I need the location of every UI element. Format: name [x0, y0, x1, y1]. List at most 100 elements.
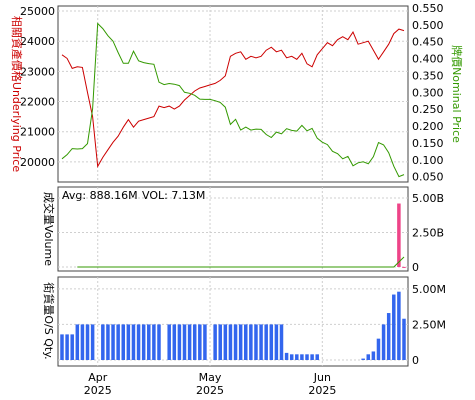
outstanding-bar: [213, 324, 217, 360]
volume-tick-label: 5.00B: [412, 192, 444, 205]
outstanding-bar: [121, 324, 126, 360]
outstanding-bar: [136, 324, 141, 360]
x-month-label: May: [199, 371, 222, 384]
outstanding-bar: [279, 324, 284, 360]
outstanding-bar: [182, 324, 187, 360]
outstanding-bar: [203, 324, 207, 360]
right-tick-label: 0.500: [412, 19, 444, 32]
outstanding-bar: [300, 354, 304, 360]
outstanding-tick-label: 5.00M: [412, 283, 446, 296]
outstanding-bar: [157, 324, 161, 360]
right-tick-label: 0.350: [412, 69, 444, 82]
volume-bar: [402, 266, 406, 268]
outstanding-bar: [218, 324, 222, 360]
outstanding-bar: [361, 358, 365, 360]
left-tick-label: 20000: [20, 156, 55, 169]
outstanding-bar: [381, 324, 386, 360]
outstanding-bar: [75, 324, 80, 360]
right-axis-title: 牌價Nominal Price: [450, 45, 464, 143]
right-tick-label: 0.450: [412, 36, 444, 49]
outstanding-bar: [249, 324, 253, 360]
outstanding-bar: [116, 324, 120, 360]
outstanding-grid: [58, 277, 408, 366]
price-grid: [58, 6, 408, 182]
outstanding-bar: [131, 324, 136, 360]
underlying-price-line: [61, 28, 405, 169]
right-tick-label: 0.200: [412, 120, 444, 133]
outstanding-bar: [233, 324, 238, 360]
left-tick-label: 24000: [20, 35, 55, 48]
outstanding-panel-frame: [57, 276, 409, 367]
outstanding-bar: [126, 324, 131, 360]
outstanding-bar: [238, 324, 243, 360]
left-tick-label: 21000: [20, 126, 55, 139]
x-year-label: 2025: [308, 384, 336, 397]
outstanding-bar: [228, 324, 233, 360]
right-tick-label: 0.050: [412, 171, 444, 184]
outstanding-bar: [177, 324, 182, 360]
outstanding-bar: [392, 294, 396, 360]
outstanding-bar: [376, 338, 381, 360]
left-tick-label: 23000: [20, 65, 55, 78]
outstanding-axis-title: 街貨量O/S Qty.: [42, 282, 56, 359]
outstanding-bar: [65, 334, 69, 360]
outstanding-bar: [386, 313, 391, 360]
volume-average-label: Avg: 888.16M: [62, 189, 138, 202]
outstanding-bar: [106, 324, 110, 360]
volume-bars: [397, 203, 406, 268]
volume-average-polyline: [77, 256, 405, 268]
outstanding-bars: [60, 291, 406, 360]
volume-panel-frame: [57, 186, 409, 272]
outstanding-bar: [274, 324, 279, 360]
right-tick-label: 0.300: [412, 86, 444, 99]
volume-tick-label: 0: [412, 261, 419, 274]
outstanding-tick-label: 0: [412, 354, 419, 367]
outstanding-bar: [167, 324, 171, 360]
outstanding-bar: [147, 324, 151, 360]
outstanding-tick-label: 2.50M: [412, 318, 446, 331]
volume-axis-ticks: 5.00B 2.50B 0: [412, 192, 444, 274]
outstanding-axis-ticks: 5.00M 2.50M 0: [412, 283, 446, 367]
outstanding-bar: [80, 324, 85, 360]
outstanding-bar: [269, 324, 274, 360]
outstanding-bar: [198, 324, 202, 360]
outstanding-bar: [366, 354, 371, 360]
outstanding-bar: [254, 324, 258, 360]
left-axis-title: 相關資產價格Underlying Price: [10, 16, 24, 172]
outstanding-bar: [85, 324, 90, 360]
outstanding-bar: [402, 318, 406, 360]
outstanding-bar: [295, 354, 299, 360]
outstanding-bar: [172, 324, 177, 360]
outstanding-bar: [264, 324, 268, 360]
right-tick-label: 0.150: [412, 137, 444, 150]
outstanding-bar: [244, 324, 248, 360]
right-tick-label: 0.250: [412, 103, 444, 116]
volume-current-label: VOL: 7.13M: [142, 189, 205, 202]
outstanding-bar: [101, 324, 105, 360]
outstanding-bar: [192, 324, 197, 360]
right-axis-ticks: 0.050 0.100 0.150 0.200 0.250 0.300 0.350 0.400…: [412, 2, 444, 184]
outstanding-bar: [187, 324, 192, 360]
outstanding-bar: [60, 334, 64, 360]
left-axis-ticks: 20000 21000 22000 23000 24000 25000: [20, 5, 55, 169]
outstanding-bar: [371, 351, 376, 360]
outstanding-bar: [305, 354, 309, 360]
outstanding-bar: [111, 324, 115, 360]
nominal-price-line: [61, 22, 405, 178]
outstanding-bar: [289, 354, 294, 360]
volume-average-line: [77, 256, 405, 268]
outstanding-bar: [152, 324, 156, 360]
left-tick-label: 25000: [20, 5, 55, 18]
outstanding-bar: [310, 354, 314, 360]
outstanding-bar: [90, 324, 95, 360]
right-tick-label: 0.400: [412, 53, 444, 66]
volume-tick-label: 2.50B: [412, 227, 444, 240]
left-tick-label: 22000: [20, 96, 55, 109]
volume-grid: [58, 187, 408, 271]
x-year-label: 2025: [196, 384, 224, 397]
nominal-price-series: [61, 22, 405, 178]
outstanding-bar: [397, 291, 401, 360]
outstanding-bar: [315, 354, 319, 360]
